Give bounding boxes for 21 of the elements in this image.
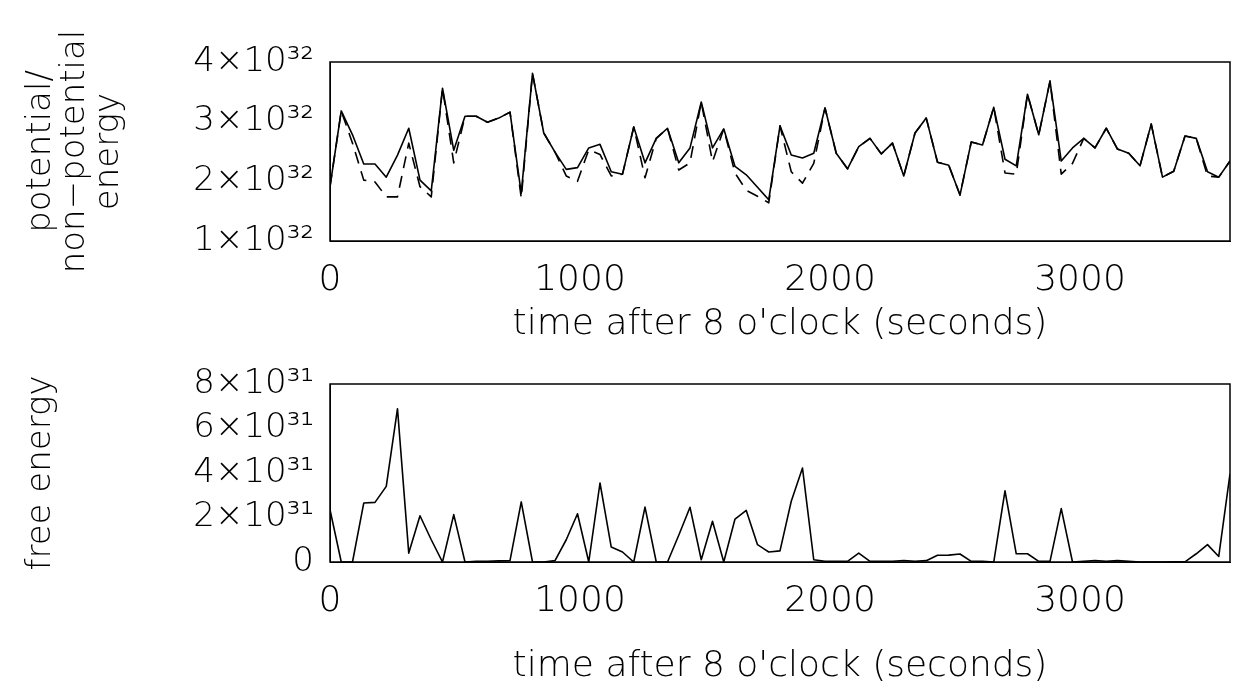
y-tick-label: 2×10³²	[193, 158, 314, 199]
x-tick-label: 2000	[784, 256, 876, 298]
x-tick-label: 2000	[784, 577, 876, 619]
x-tick-label: 3000	[1034, 577, 1126, 619]
x-axis-title: time after 8 o'clock (seconds)	[512, 300, 1048, 342]
y-tick-label: 4×10³²	[193, 38, 314, 79]
y-tick-label: 4×10³¹	[193, 449, 314, 490]
y-tick-label: 3×10³²	[193, 98, 314, 139]
y-tick-label: 0	[292, 538, 314, 579]
y-tick-label: 2×10³¹	[193, 494, 314, 535]
x-tick-label: 3000	[1034, 256, 1126, 298]
y-tick-label: 6×10³¹	[193, 405, 314, 446]
y-tick-label: 1×10³²	[193, 217, 314, 258]
y-tick-label: 8×10³¹	[193, 360, 314, 401]
x-tick-label: 0	[318, 256, 342, 298]
x-tick-label: 1000	[534, 256, 626, 298]
x-axis-title: time after 8 o'clock (seconds)	[512, 642, 1048, 684]
x-tick-label: 0	[318, 577, 342, 619]
y-axis-title: potential/ non−potential energy	[17, 29, 126, 274]
x-tick-label: 1000	[534, 577, 626, 619]
y-axis-title: free energy	[17, 375, 58, 571]
